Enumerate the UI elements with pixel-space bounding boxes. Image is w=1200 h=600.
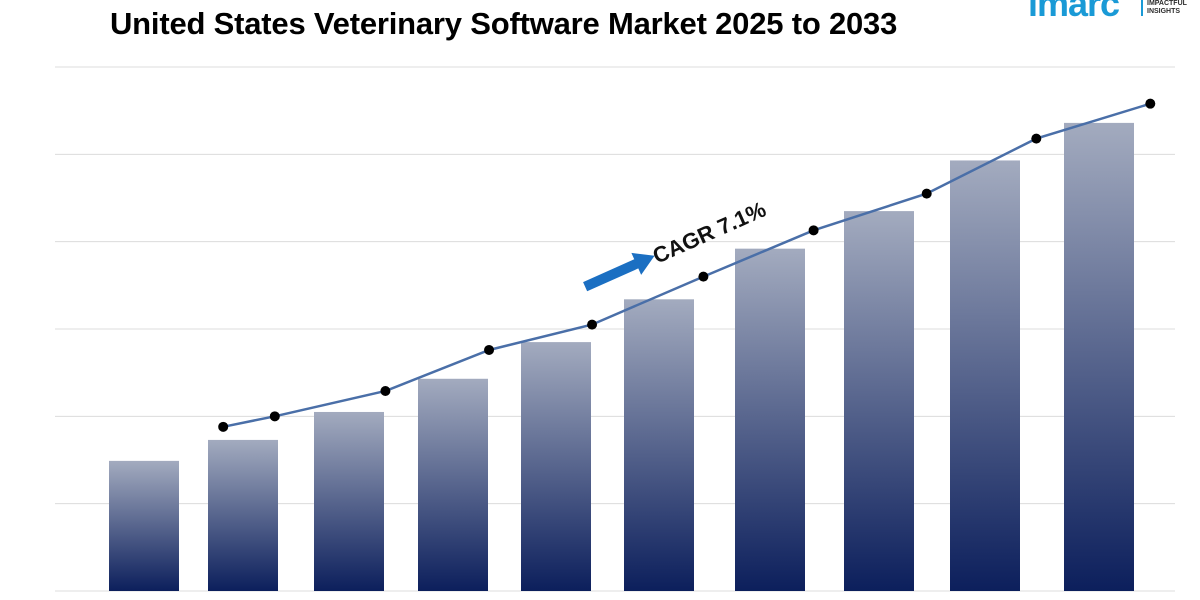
trend-line-group <box>218 98 1156 432</box>
trend-point-9 <box>1031 133 1042 144</box>
trend-point-5 <box>587 319 598 330</box>
cagr-arrow-group <box>583 252 655 292</box>
bar-1 <box>109 460 179 591</box>
trend-point-2 <box>269 411 280 422</box>
logo-tagline-line1: IMPACTFUL <box>1147 0 1187 7</box>
bar-9 <box>950 160 1020 592</box>
bar-6 <box>624 299 694 591</box>
logo-divider <box>1141 0 1143 16</box>
logo-wordmark: imarc <box>1028 0 1120 22</box>
bar-10 <box>1064 122 1134 591</box>
bar-7 <box>735 248 805 592</box>
logo-tagline: IMPACTFUL INSIGHTS <box>1147 0 1199 16</box>
trend-line <box>222 102 1151 429</box>
bar-5 <box>521 342 591 591</box>
trend-point-1 <box>218 421 229 432</box>
trend-point-7 <box>808 225 819 236</box>
logo-tagline-line2: INSIGHTS <box>1147 8 1181 15</box>
bar-3 <box>314 411 384 591</box>
bar-2 <box>208 439 278 591</box>
page-title: United States Veterinary Software Market… <box>110 6 898 41</box>
trend-point-10 <box>1145 98 1156 109</box>
trend-point-4 <box>484 344 495 355</box>
trend-point-3 <box>380 386 391 397</box>
cagr-arrow-icon <box>583 252 655 292</box>
trend-point-8 <box>921 188 932 199</box>
bar-8 <box>844 211 914 591</box>
bars <box>109 122 1134 592</box>
trend-point-6 <box>698 271 709 282</box>
bar-4 <box>418 378 488 591</box>
imarc-logo: imarc IMPACTFUL INSIGHTS <box>1028 0 1200 22</box>
